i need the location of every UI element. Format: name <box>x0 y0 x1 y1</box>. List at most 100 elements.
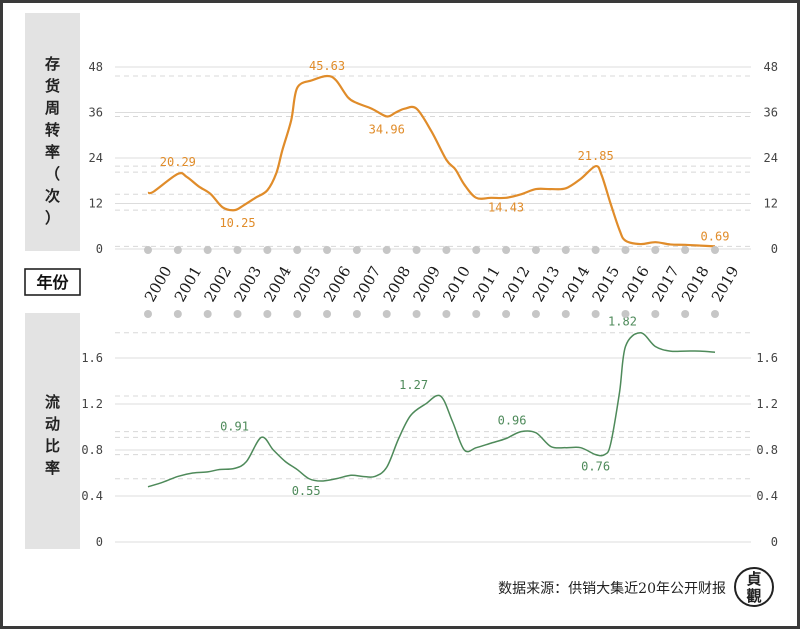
y-tick-label-right: 12 <box>764 197 778 211</box>
y-tick-label-right: 0.8 <box>756 443 778 457</box>
year-tick-label: 2011 <box>469 263 504 305</box>
y-axis-label-char: 货 <box>45 77 60 95</box>
year-dot-bottom <box>412 310 421 318</box>
y-tick-label-right: 0.4 <box>756 489 778 503</box>
year-tick-label: 2009 <box>409 263 444 305</box>
seal-char-1: 貞 <box>746 570 761 588</box>
year-tick-label: 2003 <box>230 263 265 305</box>
year-tick-label: 2017 <box>648 263 683 305</box>
data-label: 0.76 <box>581 460 610 474</box>
year-dot-top <box>621 246 630 254</box>
y-axis-label-char: 存 <box>45 55 60 73</box>
year-dot-bottom <box>502 310 511 318</box>
y-axis-label-char: 次 <box>45 187 60 205</box>
series-line <box>147 331 716 488</box>
year-dot-top <box>472 246 481 254</box>
year-dot-top <box>263 246 272 254</box>
y-tick-label: 0 <box>96 242 103 256</box>
year-dot-top <box>352 246 361 254</box>
year-tick-label: 2010 <box>439 263 474 305</box>
year-tick-label: 2012 <box>499 263 534 305</box>
year-tick-label: 2000 <box>141 263 176 305</box>
seal-char-2: 觀 <box>746 587 761 605</box>
y-tick-label-right: 24 <box>764 151 778 165</box>
data-label: 14.43 <box>488 200 524 214</box>
year-axis: 2000200120022003200420052006200720082009… <box>141 246 743 318</box>
data-label: 10.25 <box>219 216 255 230</box>
year-dot-top <box>203 246 212 254</box>
year-dot-bottom <box>173 310 182 318</box>
year-dot-top <box>293 246 302 254</box>
y-tick-label-right: 36 <box>764 106 778 120</box>
y-tick-label: 0.8 <box>81 443 103 457</box>
year-dot-top <box>144 246 152 254</box>
year-tick-label: 2019 <box>708 263 743 305</box>
year-dot-top <box>412 246 421 254</box>
top-ylabel-panel <box>25 13 80 251</box>
year-tick-label: 2018 <box>678 263 713 305</box>
y-tick-label-right: 1.2 <box>756 397 778 411</box>
year-dot-top <box>173 246 182 254</box>
y-axis-label-char: 转 <box>45 121 60 139</box>
year-dot-top <box>442 246 451 254</box>
year-dot-top <box>651 246 660 254</box>
year-tick-label: 2006 <box>320 263 355 305</box>
year-tick-label: 2016 <box>618 263 653 305</box>
year-tick-label: 2013 <box>529 263 564 305</box>
year-dot-top <box>233 246 242 254</box>
year-dot-top <box>591 246 600 254</box>
year-tick-label: 2007 <box>350 263 385 305</box>
year-label: 年份 <box>36 273 69 292</box>
year-tick-label: 2001 <box>171 263 206 305</box>
y-tick-label: 1.6 <box>81 351 103 365</box>
year-dot-bottom <box>561 310 570 318</box>
y-axis-label-char: 周 <box>45 99 60 117</box>
data-label: 34.96 <box>369 122 405 136</box>
year-dot-bottom <box>203 310 212 318</box>
y-tick-label: 0.4 <box>81 489 103 503</box>
year-dot-bottom <box>591 310 600 318</box>
y-tick-label: 24 <box>89 151 103 165</box>
year-tick-label: 2002 <box>201 263 236 305</box>
y-tick-label-right: 1.6 <box>756 351 778 365</box>
year-dot-top <box>531 246 540 254</box>
year-dot-top <box>382 246 391 254</box>
year-tick-label: 2008 <box>380 263 415 305</box>
year-dot-top <box>681 246 690 254</box>
year-dot-bottom <box>263 310 272 318</box>
year-dot-bottom <box>621 310 630 318</box>
source-text: 数据来源：供销大集近20年公开财报 <box>498 580 726 597</box>
data-label: 1.82 <box>608 315 637 329</box>
year-dot-bottom <box>352 310 361 318</box>
year-dot-top <box>561 246 570 254</box>
y-tick-label-right: 0 <box>771 535 778 549</box>
y-tick-label: 48 <box>89 60 103 74</box>
y-axis-label-char: 比 <box>45 437 60 455</box>
year-dot-bottom <box>442 310 451 318</box>
year-dot-bottom <box>144 310 152 318</box>
year-dot-bottom <box>531 310 540 318</box>
y-tick-label: 12 <box>89 197 103 211</box>
y-tick-label: 0 <box>96 535 103 549</box>
year-dot-bottom <box>233 310 242 318</box>
data-label: 1.27 <box>399 378 428 392</box>
year-dot-top <box>711 246 719 254</box>
year-dot-bottom <box>472 310 481 318</box>
data-label: 0.55 <box>292 484 321 498</box>
year-dot-bottom <box>293 310 302 318</box>
year-tick-label: 2015 <box>589 263 624 305</box>
data-label: 20.29 <box>160 155 196 169</box>
seal-logo: 貞 觀 <box>734 567 774 607</box>
data-label: 21.85 <box>578 149 614 163</box>
data-label: 0.69 <box>701 229 730 243</box>
year-dot-bottom <box>651 310 660 318</box>
year-dot-bottom <box>681 310 690 318</box>
y-tick-label: 36 <box>89 106 103 120</box>
y-tick-label: 1.2 <box>81 397 103 411</box>
year-label-box <box>24 268 81 296</box>
data-label: 45.63 <box>309 59 345 73</box>
year-dot-bottom <box>382 310 391 318</box>
